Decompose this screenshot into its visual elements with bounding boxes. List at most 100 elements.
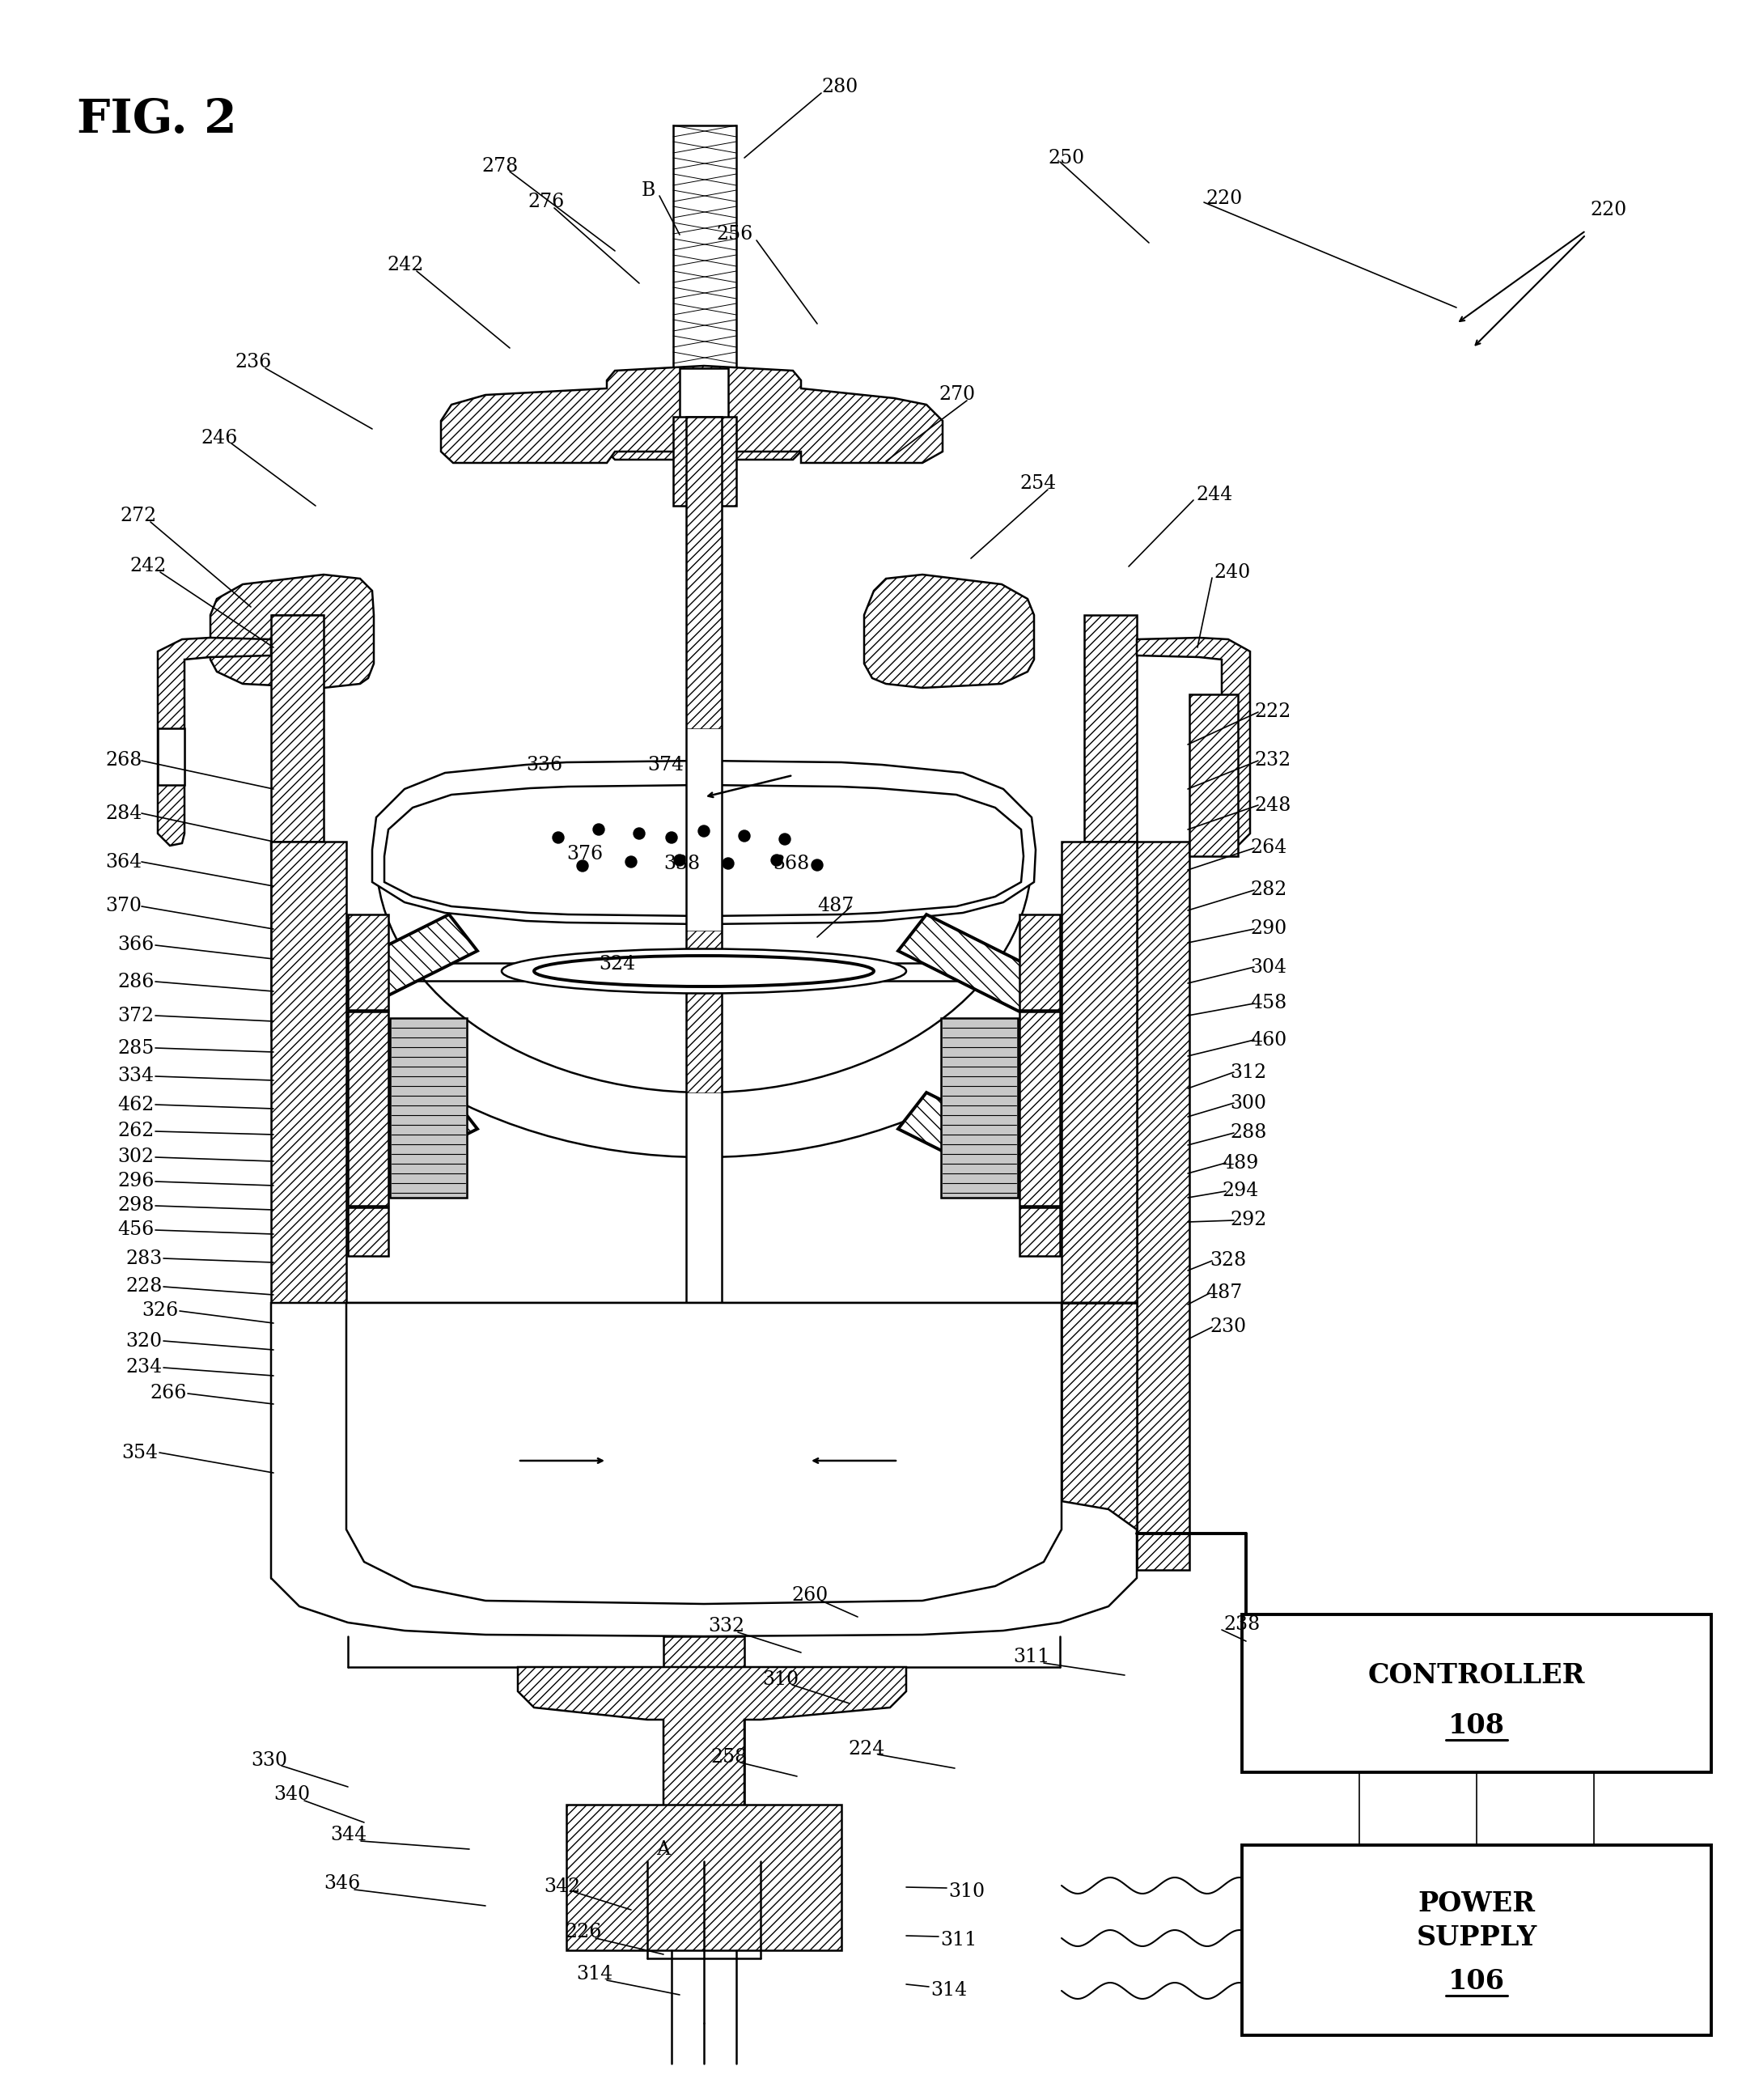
Polygon shape [272,1302,1138,1636]
Text: CONTROLLER: CONTROLLER [1367,1661,1585,1688]
Text: 376: 376 [566,844,603,863]
Text: 106: 106 [1448,1968,1505,1995]
Bar [272,615,324,842]
Text: SUPPLY: SUPPLY [1416,1926,1536,1951]
Polygon shape [441,365,942,462]
Text: 283: 283 [125,1250,162,1268]
Ellipse shape [502,949,906,993]
Bar [941,1019,1017,1197]
Text: 238: 238 [1223,1615,1259,1634]
Text: 458: 458 [1251,993,1287,1012]
Bar [672,126,737,416]
Text: 240: 240 [1214,563,1251,582]
Polygon shape [517,1667,906,1861]
Text: 278: 278 [481,158,517,174]
Text: 260: 260 [791,1586,827,1604]
Bar [159,729,185,785]
Bar [1198,704,1226,785]
Polygon shape [385,785,1024,916]
Bar [348,1012,388,1205]
Ellipse shape [535,956,874,987]
Text: 311: 311 [1014,1649,1050,1667]
Text: 230: 230 [1209,1319,1246,1336]
Text: 296: 296 [117,1172,153,1191]
Circle shape [739,830,751,842]
Bar [1019,1012,1059,1205]
Text: 364: 364 [105,853,141,872]
Text: 368: 368 [773,855,810,874]
Polygon shape [864,575,1035,689]
Text: 280: 280 [820,78,857,97]
Text: 226: 226 [564,1924,601,1942]
Bar [1138,842,1190,1571]
Bar [348,914,388,1010]
Polygon shape [319,1092,477,1193]
Bar [348,1012,388,1205]
Text: 266: 266 [150,1384,186,1403]
Text: 236: 236 [235,353,272,372]
Bar [1061,1302,1138,1529]
Text: 460: 460 [1251,1031,1287,1050]
Text: 487: 487 [817,897,854,916]
Text: 264: 264 [1251,838,1287,857]
Bar [1019,914,1059,1010]
Circle shape [699,825,709,836]
Text: 290: 290 [1251,920,1287,939]
Text: 342: 342 [544,1877,580,1896]
Text: 302: 302 [117,1149,153,1166]
Bar [1019,1207,1059,1256]
Bar [272,1302,347,1577]
Bar [1190,695,1239,857]
Text: 354: 354 [122,1443,159,1462]
Text: 487: 487 [1205,1283,1242,1302]
Text: 310: 310 [948,1884,984,1901]
Text: 330: 330 [251,1751,287,1770]
Circle shape [552,832,564,844]
Bar [272,842,347,1302]
Bar [272,1302,347,1577]
Bar [1242,1615,1711,1772]
Bar [566,1804,841,1951]
Circle shape [772,855,782,865]
Circle shape [674,855,685,865]
Text: 288: 288 [1230,1124,1266,1142]
Text: 462: 462 [117,1096,153,1113]
Bar [348,1207,388,1256]
Text: 224: 224 [848,1741,885,1760]
Text: 320: 320 [125,1331,162,1350]
Polygon shape [211,575,375,689]
Text: 292: 292 [1230,1212,1266,1231]
Text: 282: 282 [1251,880,1287,899]
Text: 312: 312 [1230,1063,1266,1082]
Bar [272,842,347,1302]
Circle shape [812,859,822,872]
Text: 228: 228 [125,1277,162,1296]
Bar [1061,842,1138,1302]
Bar [672,416,737,506]
Polygon shape [319,914,477,1016]
Polygon shape [899,1092,1056,1193]
Text: A: A [657,1840,671,1858]
Bar [664,1636,744,1863]
Text: 328: 328 [1209,1252,1246,1270]
Text: 374: 374 [648,756,685,775]
Circle shape [625,857,638,867]
Text: 294: 294 [1221,1182,1258,1201]
Text: 276: 276 [528,193,564,212]
Text: 220: 220 [1590,202,1627,220]
Text: 336: 336 [526,756,563,775]
Bar [1061,1302,1138,1529]
Bar [1019,914,1059,1010]
Text: 314: 314 [577,1966,613,1984]
Bar [566,1804,841,1951]
Polygon shape [1138,638,1251,846]
Polygon shape [159,638,272,846]
Bar [1190,695,1239,857]
Circle shape [592,823,604,836]
Text: 286: 286 [117,972,153,991]
Text: 284: 284 [105,804,141,823]
Circle shape [723,857,733,869]
Text: 370: 370 [105,897,141,916]
Circle shape [665,832,678,844]
Bar [686,416,721,1777]
